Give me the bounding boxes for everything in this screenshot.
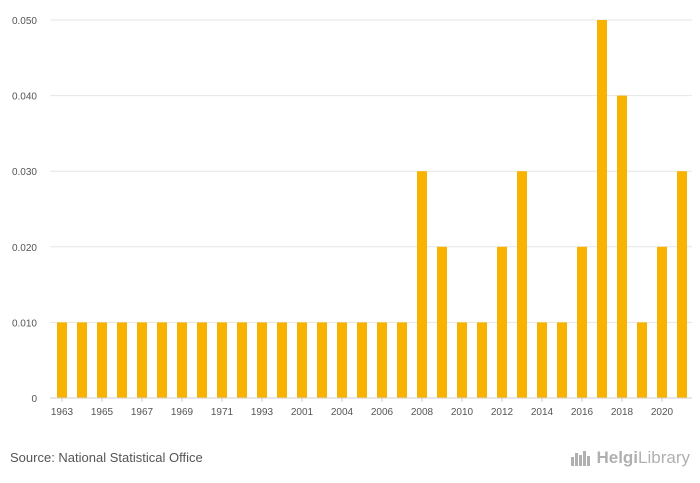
x-axis-ticks: 1963 1965 1967 1969 1971 1993 2001 2004 2006 2008… — [51, 398, 674, 418]
x-tick-label: 2010 — [451, 407, 474, 418]
x-tick-label: 1969 — [171, 407, 194, 418]
bar-2013[interactable] — [517, 171, 527, 398]
y-tick-label: 0.020 — [12, 243, 37, 254]
bar-2007[interactable] — [397, 322, 407, 398]
y-tick-label: 0.050 — [12, 16, 37, 27]
x-tick-label: 2018 — [611, 407, 634, 418]
bar-2020[interactable] — [657, 246, 667, 398]
bar-1993[interactable] — [257, 322, 267, 398]
x-tick-label: 2006 — [371, 407, 394, 418]
y-tick-label: 0 — [31, 394, 37, 405]
x-tick-label: 2014 — [531, 407, 554, 418]
y-tick-label: 0.010 — [12, 318, 37, 329]
bar-2011[interactable] — [477, 322, 487, 398]
bar-2008[interactable] — [417, 171, 427, 398]
x-tick-label: 2008 — [411, 407, 434, 418]
city-skyline-icon — [571, 451, 591, 466]
bar-2004[interactable] — [337, 322, 347, 398]
x-tick-label: 1967 — [131, 407, 154, 418]
logo-text: HelgiLibrary — [596, 448, 690, 467]
helgi-library-logo[interactable]: HelgiLibrary — [570, 448, 690, 468]
bar-2012[interactable] — [497, 246, 507, 398]
gridlines — [50, 19, 692, 323]
bar-1994[interactable] — [277, 322, 287, 398]
bar-2009[interactable] — [437, 246, 447, 398]
x-tick-label: 2004 — [331, 407, 354, 418]
x-tick-label: 1963 — [51, 407, 74, 418]
y-axis-ticks: 0 0.010 0.020 0.030 0.040 0.050 — [12, 16, 37, 405]
bar-1972[interactable] — [237, 322, 247, 398]
x-tick-label: 1971 — [211, 407, 234, 418]
x-tick-label: 2012 — [491, 407, 514, 418]
bar-2018[interactable] — [617, 95, 627, 398]
bar-2005[interactable] — [357, 322, 367, 398]
bar-2014[interactable] — [537, 322, 547, 398]
bars — [57, 20, 687, 398]
bar-1968[interactable] — [157, 322, 167, 398]
bar-2017[interactable] — [597, 20, 607, 398]
bar-1963[interactable] — [57, 322, 67, 398]
y-tick-label: 0.040 — [12, 92, 37, 103]
x-tick-label: 2020 — [651, 407, 674, 418]
bar-1967[interactable] — [137, 322, 147, 398]
bar-1970[interactable] — [197, 322, 207, 398]
x-tick-label: 2001 — [291, 407, 314, 418]
x-tick-label: 1965 — [91, 407, 114, 418]
bar-2010[interactable] — [457, 322, 467, 398]
bar-2002[interactable] — [317, 322, 327, 398]
y-tick-label: 0.030 — [12, 167, 37, 178]
bar-1965[interactable] — [97, 322, 107, 398]
bar-1964[interactable] — [77, 322, 87, 398]
bar-2016[interactable] — [577, 246, 587, 398]
bar-1969[interactable] — [177, 322, 187, 398]
x-tick-label: 1993 — [251, 407, 274, 418]
source-note: Source: National Statistical Office — [10, 450, 203, 465]
x-tick-label: 2016 — [571, 407, 594, 418]
bar-1966[interactable] — [117, 322, 127, 398]
bar-2001[interactable] — [297, 322, 307, 398]
bar-1971[interactable] — [217, 322, 227, 398]
bar-2006[interactable] — [377, 322, 387, 398]
bar-2015[interactable] — [557, 322, 567, 398]
bar-2019[interactable] — [637, 322, 647, 398]
bar-2021[interactable] — [677, 171, 687, 398]
